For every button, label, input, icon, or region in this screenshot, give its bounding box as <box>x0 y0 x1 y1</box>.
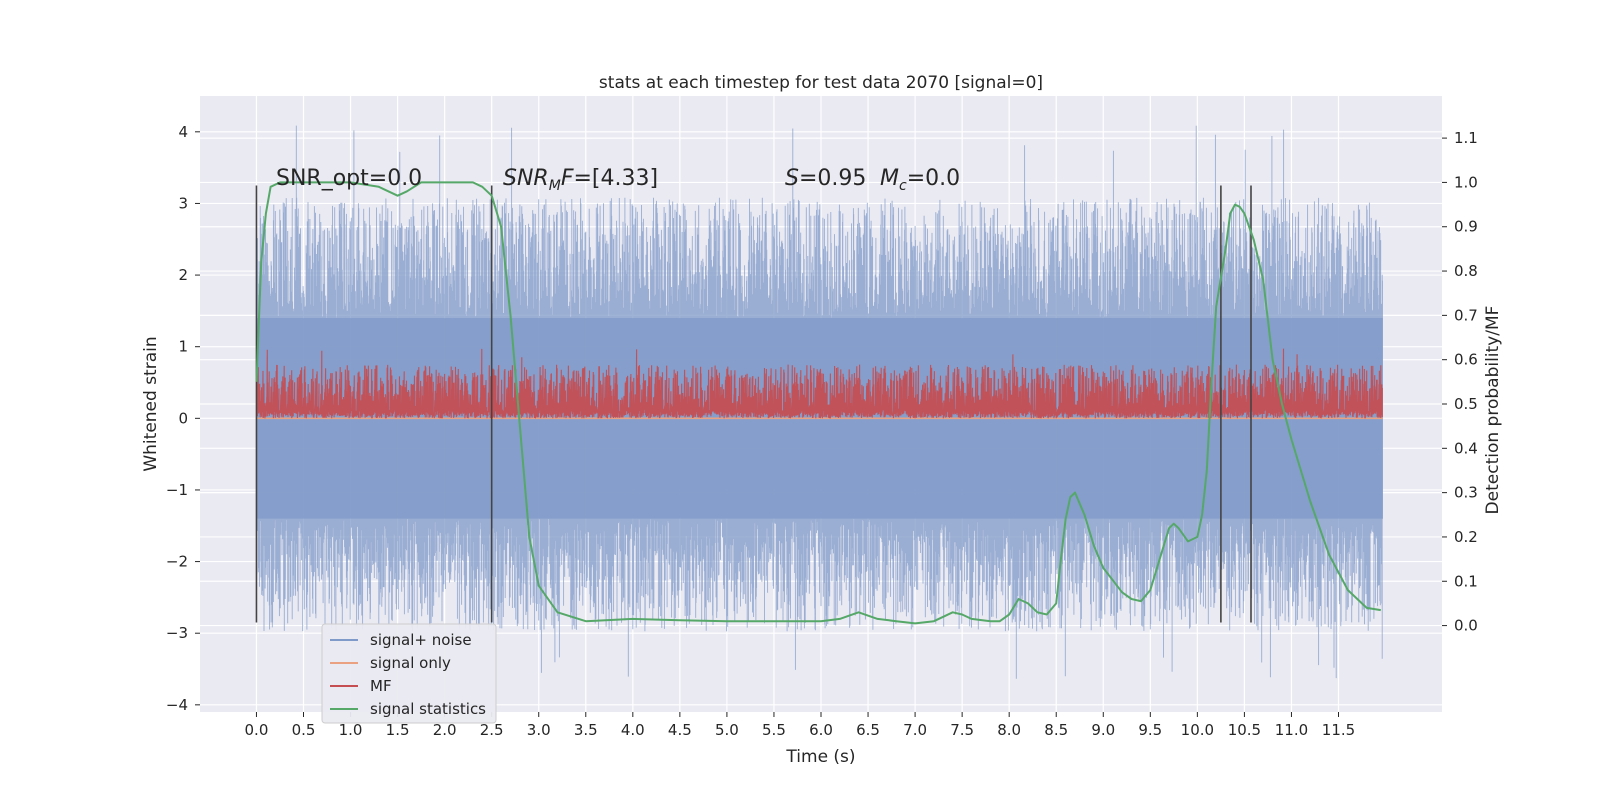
x-tick-label: 2.5 <box>480 721 504 739</box>
x-tick-label: 9.0 <box>1091 721 1115 739</box>
y-axis-label-right: Detection probability/MF <box>1483 306 1503 515</box>
signal-statistics-line <box>255 181 1381 625</box>
y-tick-label-right: 1.0 <box>1454 173 1478 191</box>
annotation-snr-mf: SNRMF=[4.33] <box>503 166 658 194</box>
x-tick-label: 10.0 <box>1181 721 1214 739</box>
x-tick-label: 5.5 <box>762 721 786 739</box>
axis-ticks: 0.0 0.5 1.0 1.5 2.0 2.5 3.0 3.5 4.0 4.5 5.0 5.5 6.0 6… <box>166 123 1478 739</box>
y-tick-label-right: 1.1 <box>1454 129 1478 147</box>
legend-label-signal-noise: signal+ noise <box>370 631 472 649</box>
y-tick-label-left: −4 <box>166 696 188 714</box>
y-tick-label-left: 0 <box>178 409 188 427</box>
y-tick-label-left: −2 <box>166 553 188 571</box>
y-tick-label-right: 0.3 <box>1454 484 1478 502</box>
vertical-markers <box>255 185 1252 623</box>
y-tick-label-right: 0.0 <box>1454 617 1478 635</box>
annotation-mc: Mc=0.0 <box>880 166 960 194</box>
y-tick-label-left: 3 <box>178 194 188 212</box>
x-tick-label: 4.0 <box>621 721 645 739</box>
y-tick-label-left: 4 <box>178 123 188 141</box>
y-tick-label-right: 0.6 <box>1454 351 1478 369</box>
x-tick-label: 6.0 <box>809 721 833 739</box>
x-tick-label: 8.0 <box>997 721 1021 739</box>
legend-label-mf: MF <box>370 677 392 695</box>
y-tick-label-right: 0.5 <box>1454 395 1478 413</box>
x-tick-label: 1.0 <box>339 721 363 739</box>
x-tick-label: 1.5 <box>386 721 410 739</box>
y-tick-label-right: 0.4 <box>1454 439 1478 457</box>
x-tick-label: 10.5 <box>1228 721 1261 739</box>
y-tick-label-right: 0.7 <box>1454 306 1478 324</box>
x-tick-label: 2.0 <box>433 721 457 739</box>
x-tick-label: 3.0 <box>527 721 551 739</box>
x-tick-label: 3.5 <box>574 721 598 739</box>
legend-label-signal-only: signal only <box>370 654 451 672</box>
annotations: SNR_opt=0.0 SNRMF=[4.33] S=0.95 Mc=0.0 <box>276 166 960 194</box>
chart-title: stats at each timestep for test data 207… <box>599 73 1043 93</box>
y-tick-label-right: 0.9 <box>1454 218 1478 236</box>
y-tick-label-left: 1 <box>178 338 188 356</box>
x-axis-label: Time (s) <box>785 747 855 767</box>
annotation-s: S=0.95 <box>785 166 866 191</box>
x-tick-label: 9.5 <box>1138 721 1162 739</box>
x-tick-label: 11.0 <box>1275 721 1308 739</box>
signal-statistics-series <box>255 181 1381 625</box>
y-tick-label-right: 0.8 <box>1454 262 1478 280</box>
y-tick-label-left: −1 <box>166 481 188 499</box>
legend-box <box>321 623 497 724</box>
y-tick-label-right: 0.1 <box>1454 572 1478 590</box>
y-tick-label-left: −3 <box>166 624 188 642</box>
x-tick-label: 6.5 <box>856 721 880 739</box>
y-tick-label-right: 0.2 <box>1454 528 1478 546</box>
y-tick-label-left: 2 <box>178 266 188 284</box>
x-tick-label: 5.0 <box>715 721 739 739</box>
x-tick-label: 8.5 <box>1044 721 1068 739</box>
y-axis-label-left: Whitened strain <box>141 336 161 471</box>
mf-line <box>255 348 1383 419</box>
x-tick-label: 4.5 <box>668 721 692 739</box>
x-tick-label: 7.0 <box>903 721 927 739</box>
x-tick-label: 0.5 <box>292 721 316 739</box>
mf-series <box>255 348 1383 419</box>
x-tick-label: 11.5 <box>1322 721 1355 739</box>
x-tick-label: 0.0 <box>245 721 269 739</box>
x-tick-label: 7.5 <box>950 721 974 739</box>
legend-label-signal-statistics: signal statistics <box>370 700 486 718</box>
legend: signal+ noise signal only MF signal stat… <box>321 623 497 724</box>
annotation-snr-opt: SNR_opt=0.0 <box>276 166 422 191</box>
